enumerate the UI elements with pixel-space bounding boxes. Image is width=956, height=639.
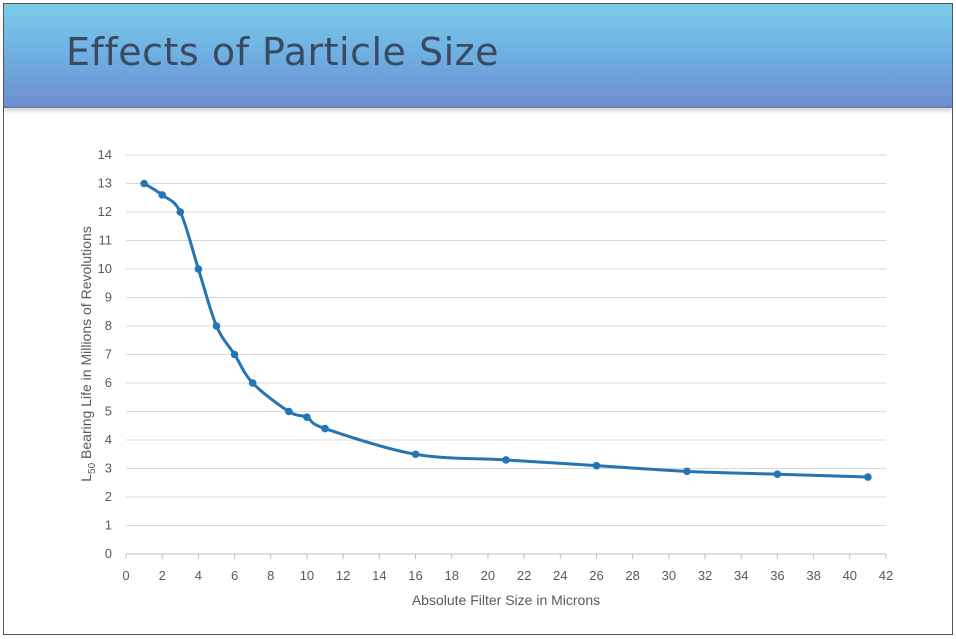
data-point-4: [194, 265, 203, 273]
gridlines: [126, 154, 886, 526]
slide-title: Effects of Particle Size: [66, 30, 500, 74]
x-tick-label-20: 20: [481, 568, 495, 583]
data-point-5: [212, 322, 221, 330]
x-axis-title: Absolute Filter Size in Microns: [412, 592, 600, 608]
y-tick-label-9: 9: [105, 290, 112, 305]
x-tick-label-10: 10: [300, 568, 314, 583]
x-tick-label-42: 42: [879, 568, 893, 583]
data-point-36: [773, 470, 782, 479]
data-point-9: [285, 407, 293, 416]
y-axis-title: L50 Bearing Life in Millions of Revoluti…: [78, 226, 98, 482]
x-tick-label-32: 32: [698, 568, 712, 583]
y-tick-label-13: 13: [98, 176, 112, 191]
x-tick-label-14: 14: [372, 568, 386, 583]
data-point-6: [230, 350, 239, 359]
x-tick-label-34: 34: [734, 568, 748, 583]
data-point-10: [303, 413, 311, 422]
y-axis-title-prefix: L: [78, 474, 94, 482]
data-point-1: [140, 179, 148, 188]
data-point-16: [411, 450, 420, 459]
data-point-41: [864, 473, 872, 481]
data-point-2: [158, 191, 166, 199]
series-bearing-life: [140, 179, 872, 481]
x-tick-label-28: 28: [625, 568, 639, 583]
x-tick-label-36: 36: [770, 568, 784, 583]
series-line: [143, 182, 868, 479]
axes: [125, 553, 887, 559]
x-tick-label-0: 0: [122, 568, 129, 583]
y-tick-label-6: 6: [105, 375, 112, 390]
x-tick-label-12: 12: [336, 568, 350, 583]
x-tick-label-6: 6: [231, 568, 238, 583]
x-tick-label-2: 2: [159, 568, 166, 583]
y-tick-label-1: 1: [105, 518, 112, 533]
x-tick-label-8: 8: [267, 568, 274, 583]
data-point-11: [321, 424, 329, 433]
x-tick-label-24: 24: [553, 568, 567, 583]
y-tick-label-8: 8: [105, 318, 112, 333]
x-tick-label-30: 30: [662, 568, 676, 583]
y-axis-title-rest: Bearing Life in Millions of Revolutions: [78, 226, 94, 463]
x-axis-ticks: 0 2 4 6 8 10 12 14 16 18 20 22 24 26 28 30 32 34 36 38 40 42: [122, 568, 893, 583]
x-tick-label-22: 22: [517, 568, 531, 583]
y-tick-label-11: 11: [99, 233, 113, 248]
slide: Effects of Particle Size: [3, 3, 953, 635]
x-tick-label-16: 16: [408, 568, 422, 583]
title-banner: Effects of Particle Size: [4, 4, 952, 108]
y-tick-label-5: 5: [105, 404, 112, 419]
data-point-7: [248, 379, 257, 387]
y-axis-title-subscript: 50: [87, 462, 98, 474]
data-point-3: [176, 208, 185, 216]
x-tick-label-18: 18: [444, 568, 458, 583]
y-tick-label-3: 3: [105, 461, 112, 476]
x-tick-label-26: 26: [589, 568, 603, 583]
y-tick-label-2: 2: [105, 489, 112, 504]
y-tick-label-12: 12: [98, 204, 112, 219]
y-tick-label-10: 10: [98, 261, 112, 276]
y-tick-label-4: 4: [105, 432, 112, 447]
x-tick-label-40: 40: [843, 568, 857, 583]
data-point-26: [592, 461, 601, 470]
y-tick-label-0: 0: [105, 546, 112, 561]
data-point-31: [683, 467, 691, 476]
x-tick-label-4: 4: [195, 568, 202, 583]
y-tick-label-14: 14: [98, 147, 112, 162]
data-point-21: [502, 456, 510, 464]
y-tick-label-7: 7: [105, 347, 112, 362]
x-tick-label-38: 38: [806, 568, 820, 583]
